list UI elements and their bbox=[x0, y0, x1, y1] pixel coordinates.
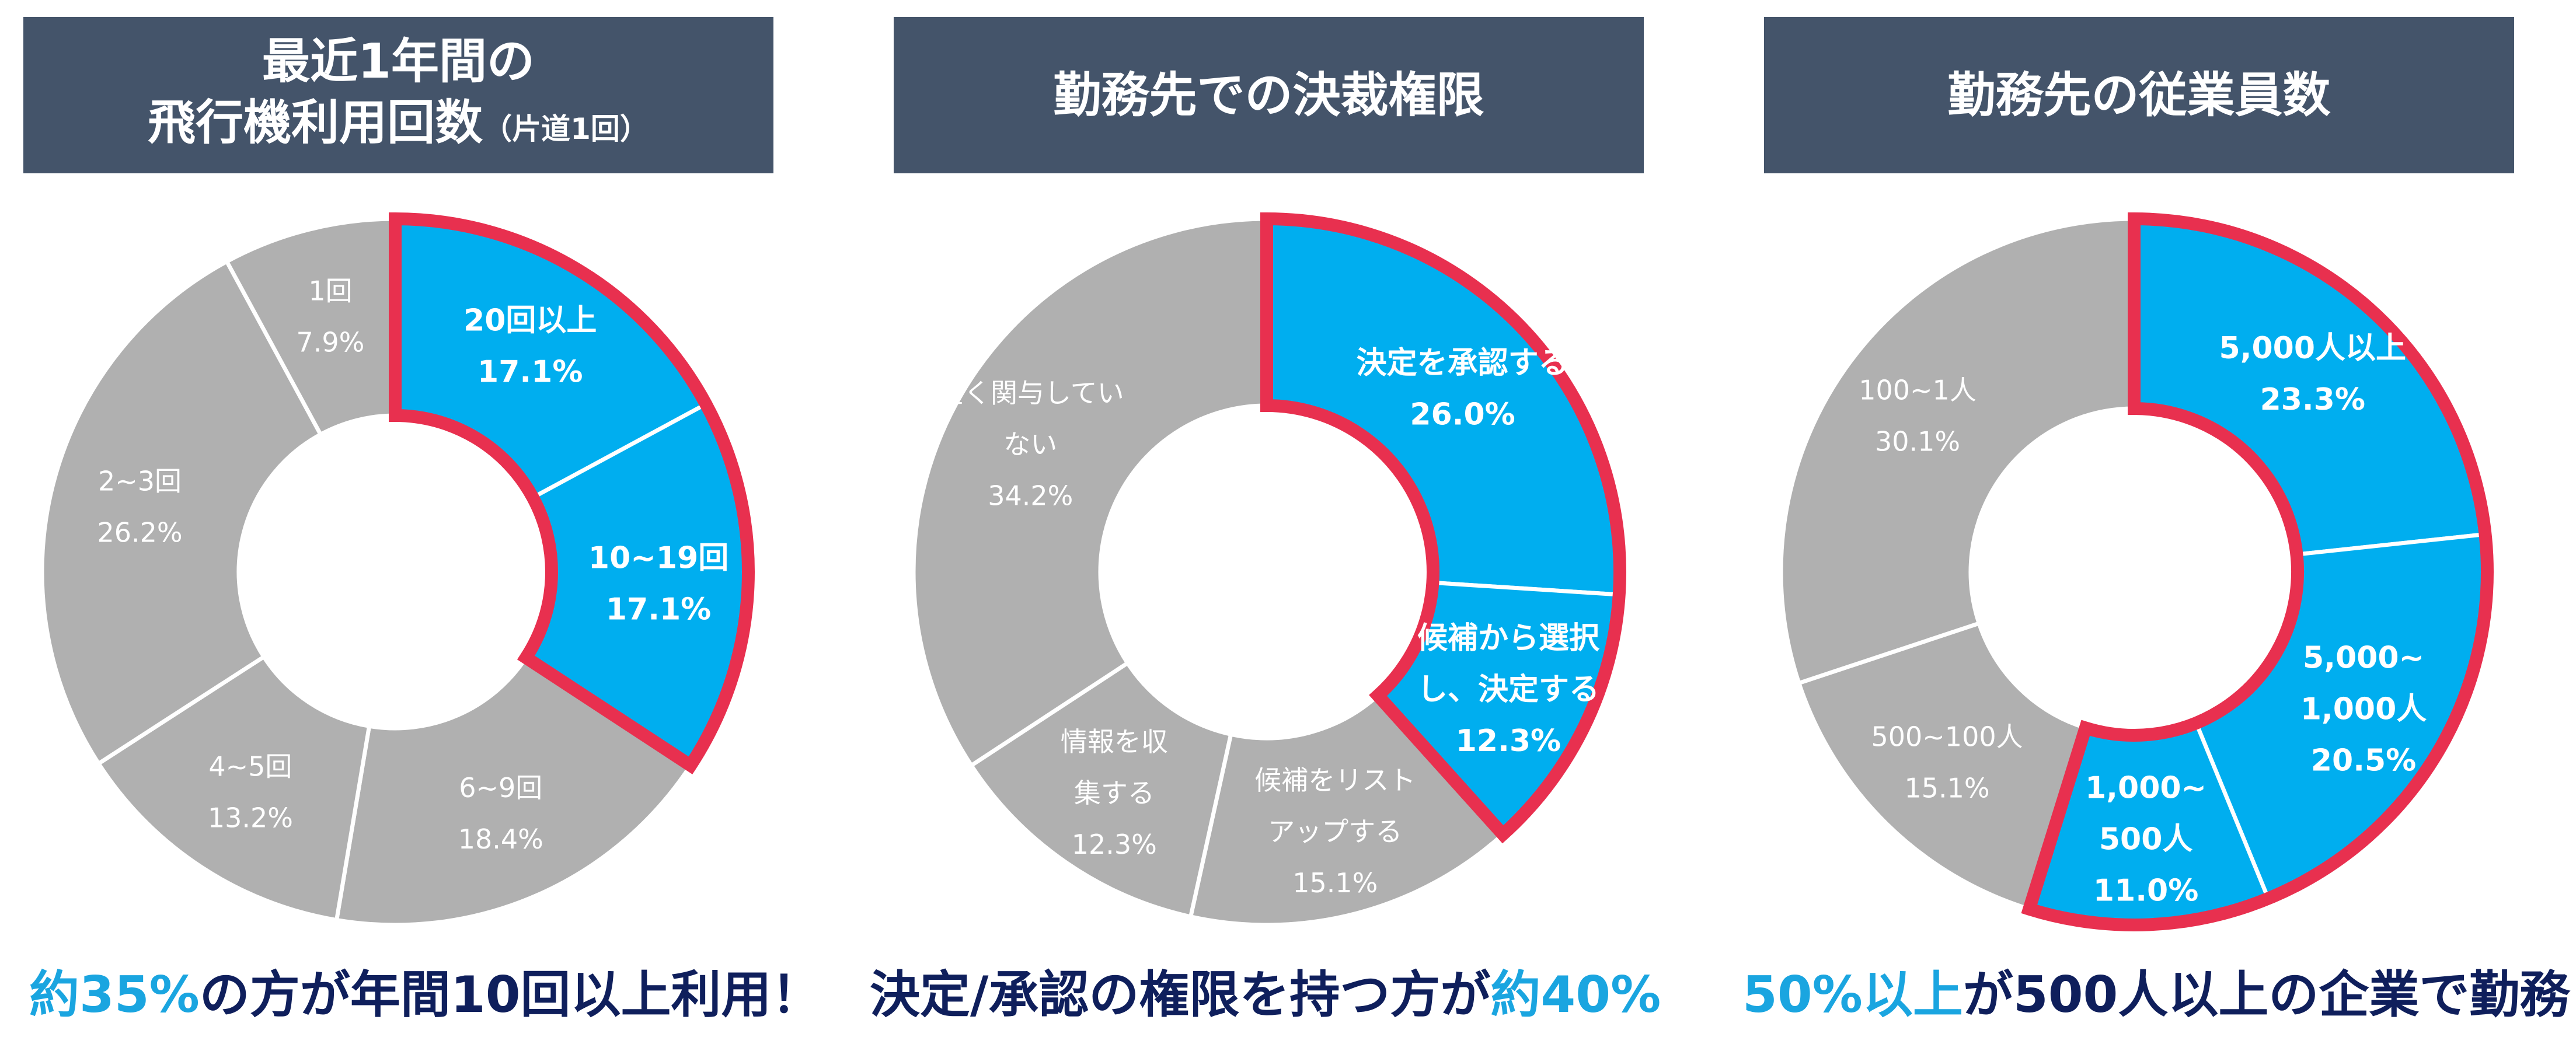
chart1-slice bbox=[96, 655, 372, 923]
chart3-slice bbox=[1779, 217, 2136, 686]
chart3-data-label: 1,000~ 500人 11.0% bbox=[2085, 770, 2206, 908]
chart2-slice bbox=[911, 217, 1269, 768]
chart3-highlight-outline bbox=[2021, 212, 2494, 931]
slice-value-label: 7.9% bbox=[297, 326, 365, 358]
slice-value-label: 26.2% bbox=[97, 516, 182, 548]
slice-category-label: 集する bbox=[1074, 777, 1155, 809]
chart1-data-label: 20回以上 17.1% bbox=[463, 303, 597, 389]
slice-value-label: 15.1% bbox=[1292, 867, 1378, 899]
slice-category-label: 1回 bbox=[308, 275, 352, 306]
chart2-header-title: 勤務先での決裁権限 bbox=[1053, 67, 1484, 123]
slice-category-label: 500人 bbox=[2099, 822, 2193, 857]
slice-category-label: 10~19回 bbox=[588, 540, 728, 575]
chart1-header: 最近1年間の 飛行機利用回数（片道1回） bbox=[23, 17, 773, 173]
slice-value-label: 17.1% bbox=[606, 592, 711, 627]
chart2-data-label: 候補をリストアップする 15.1% bbox=[1254, 764, 1416, 899]
slice-category-label: ない bbox=[1003, 428, 1057, 460]
chart1-data-label: 10~19回 17.1% bbox=[588, 540, 728, 627]
slice-category-label: 候補から選択 bbox=[1417, 621, 1600, 656]
slice-category-label: 1,000人 bbox=[2300, 692, 2427, 727]
chart3-caption: 50%以上が500人以上の企業で勤務 bbox=[1742, 963, 2570, 1027]
slice-category-label: 500~100人 bbox=[1871, 721, 2023, 753]
chart1-data-label: 1回 7.9% bbox=[297, 275, 365, 358]
chart2-caption-text: 決定/承認の権限を持つ方が bbox=[870, 966, 1491, 1024]
chart1-header-main: 飛行機利用回数 bbox=[148, 95, 483, 151]
slice-value-label: 11.0% bbox=[2093, 873, 2198, 908]
slice-category-label: 20回以上 bbox=[463, 303, 597, 338]
chart3-donut: 5,000人以上 23.3% 5,000~ 1,000人 20.5% 1,000~ 500人… bbox=[1779, 212, 2494, 931]
slice-category-label: 4~5回 bbox=[208, 750, 292, 782]
slice-category-label: 100~1人 bbox=[1859, 374, 1977, 406]
slice-category-label: 5,000人以上 bbox=[2219, 331, 2406, 366]
chart1-slice bbox=[334, 655, 693, 927]
chart1-header-note: （片道1回） bbox=[483, 111, 649, 146]
slice-value-label: 15.1% bbox=[1904, 773, 1989, 804]
slice-category-label: 候補をリスト bbox=[1254, 764, 1416, 796]
chart3-data-label: 5,000人以上 23.3% bbox=[2219, 331, 2406, 417]
slice-category-label: 6~9回 bbox=[459, 772, 542, 804]
chart3-caption-text: が500人以上の企業で勤務 bbox=[1962, 966, 2570, 1024]
slice-value-label: 30.1% bbox=[1875, 425, 1960, 457]
slice-category-label: 決定を承認する bbox=[1357, 346, 1569, 381]
slice-value-label: 23.3% bbox=[2260, 382, 2365, 417]
chart2-slice bbox=[969, 661, 1233, 919]
chart1-highlight-outline bbox=[389, 212, 755, 774]
chart1-data-label: 2~3回 26.2% bbox=[97, 465, 182, 548]
slice-value-label: 12.3% bbox=[1456, 724, 1561, 759]
chart1-slice bbox=[40, 259, 323, 766]
chart3-slice bbox=[1797, 621, 2088, 912]
slice-value-label: 12.3% bbox=[1072, 829, 1157, 860]
chart1-donut: 20回以上 17.1% 10~19回 17.1% 6~9回 18.4% 4~5回 13.2% 2… bbox=[40, 212, 755, 927]
chart1-caption-text: の方が年間10回以上利用！ bbox=[199, 966, 822, 1024]
chart3-header: 勤務先の従業員数 bbox=[1764, 17, 2514, 173]
chart2-donut: 決定を承認する 26.0% 候補から選択し、決定する 12.3% 候補をリストアップする… bbox=[911, 212, 1626, 927]
chart1-caption-highlight: 約35% bbox=[29, 966, 200, 1024]
chart1-header-line2: 飛行機利用回数（片道1回） bbox=[148, 92, 649, 160]
chart2-data-label: 決定を承認する 26.0% bbox=[1357, 346, 1569, 432]
slice-value-label: 20.5% bbox=[2311, 743, 2416, 778]
slice-category-label: 1,000~ bbox=[2085, 770, 2206, 805]
slice-category-label: アップする bbox=[1268, 816, 1402, 847]
chart2-data-label: 情報を収集する 12.3% bbox=[1061, 726, 1168, 860]
chart2-header: 勤務先での決裁権限 bbox=[894, 17, 1644, 173]
chart3-data-label: 100~1人 30.1% bbox=[1859, 374, 1977, 457]
slice-category-label: し、決定する bbox=[1417, 672, 1599, 707]
chart1-data-label: 4~5回 13.2% bbox=[208, 750, 293, 833]
chart3-data-label: 500~100人 15.1% bbox=[1871, 721, 2023, 804]
chart1-data-label: 6~9回 18.4% bbox=[458, 772, 543, 855]
chart2-data-label: 全く関与していない 34.2% bbox=[937, 377, 1124, 511]
chart3-data-label: 5,000~ 1,000人 20.5% bbox=[2300, 640, 2427, 778]
slice-value-label: 34.2% bbox=[988, 480, 1073, 511]
chart3-caption-highlight: 50%以上 bbox=[1742, 966, 1963, 1024]
slice-value-label: 17.1% bbox=[477, 354, 583, 389]
chart2-data-label: 候補から選択し、決定する 12.3% bbox=[1417, 621, 1600, 759]
chart1-header-line1: 最近1年間の bbox=[262, 33, 535, 89]
slice-category-label: 2~3回 bbox=[98, 465, 182, 497]
chart1-caption: 約35%の方が年間10回以上利用！ bbox=[29, 963, 822, 1027]
chart2-caption: 決定/承認の権限を持つ方が約40% bbox=[870, 963, 1661, 1027]
chart3-header-title: 勤務先の従業員数 bbox=[1947, 67, 2331, 123]
slice-category-label: 情報を収 bbox=[1061, 726, 1168, 757]
slice-category-label: 5,000~ bbox=[2303, 640, 2424, 675]
slice-value-label: 26.0% bbox=[1410, 397, 1515, 432]
chart2-caption-highlight: 約40% bbox=[1490, 966, 1661, 1024]
chart2-highlight-outline bbox=[1260, 212, 1626, 844]
slice-value-label: 18.4% bbox=[458, 823, 543, 855]
slice-value-label: 13.2% bbox=[208, 802, 293, 833]
slice-category-label: 全く関与してい bbox=[937, 377, 1124, 408]
